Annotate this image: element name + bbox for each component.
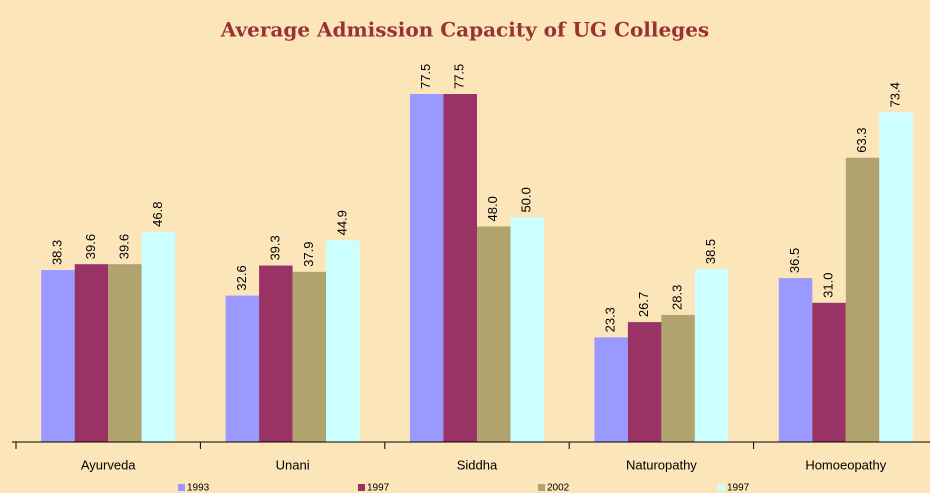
legend-label: 1997 [727,483,750,493]
data-label: 36.5 [787,248,802,273]
data-label: 63.3 [854,127,869,152]
data-label: 77.5 [418,64,433,89]
data-label: 38.5 [703,239,718,264]
legend-label: 1993 [187,483,210,493]
bar [845,157,880,442]
legend-label: 1997 [367,483,390,493]
x-tick-label: Siddha [457,457,498,472]
bar [259,265,293,442]
data-label: 31.0 [820,272,835,297]
bar [225,295,260,442]
bar [108,264,142,442]
legend-swatch [718,484,725,491]
x-tick-label: Ayurveda [81,457,136,472]
bar [141,231,176,442]
x-tick-label: Homoeopathy [805,457,886,472]
data-label: 50.0 [519,187,534,212]
data-label: 39.6 [116,234,131,259]
bar [879,112,913,443]
data-label: 44.9 [334,210,349,235]
bar [694,269,729,442]
bar [326,240,360,442]
bar [41,270,75,442]
data-label: 28.3 [670,285,685,310]
data-label: 77.5 [452,64,467,89]
bar [661,314,695,442]
data-label: 26.7 [636,292,651,317]
data-label: 37.9 [301,242,316,267]
bar [627,322,662,442]
bar [74,264,109,442]
bar [812,302,846,442]
data-label: 39.6 [83,234,98,259]
data-label: 38.3 [49,240,64,265]
bar [410,94,444,443]
data-label: 39.3 [267,235,282,260]
bar [477,226,511,442]
bar [443,94,477,443]
bar [778,278,813,442]
data-label: 48.0 [485,196,500,221]
data-label: 23.3 [603,307,618,332]
x-tick-label: Unani [276,457,310,472]
legend-swatch [538,484,545,491]
legend-swatch [178,484,185,491]
data-label: 32.6 [234,265,249,290]
bar [510,217,544,442]
data-label: 46.8 [150,202,165,227]
x-tick-label: Naturopathy [626,457,697,472]
bar [292,271,327,442]
chart-title: Average Admission Capacity of UG College… [220,18,709,42]
legend-swatch [358,484,365,491]
legend-label: 2002 [547,483,570,493]
bar [594,337,628,442]
data-label: 73.4 [887,82,902,107]
